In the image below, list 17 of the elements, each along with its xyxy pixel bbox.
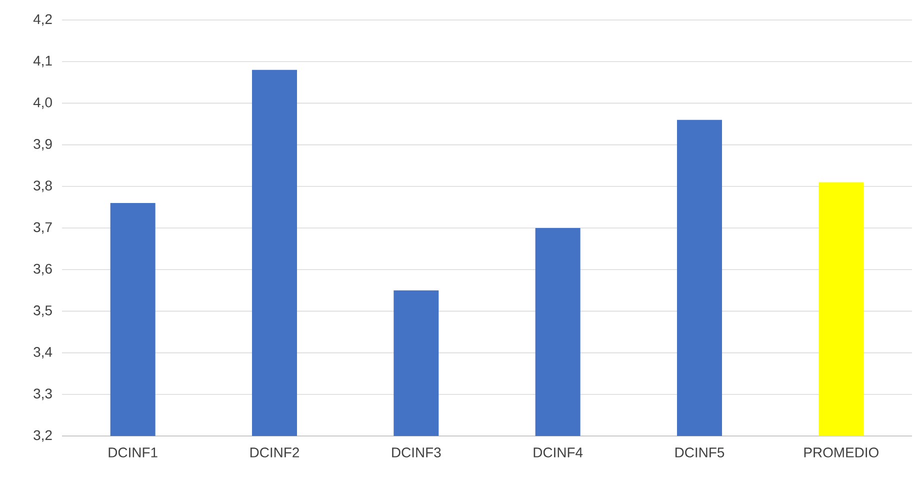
y-tick-label: 3,9 [34, 139, 52, 151]
x-tick-label: DCINF3 [392, 448, 441, 458]
x-tick-label: DCINF2 [250, 448, 299, 458]
y-tick-label: 3,6 [34, 264, 52, 276]
y-tick-label: 3,2 [34, 430, 52, 442]
x-tick-label: DCINF1 [108, 448, 158, 458]
y-tick-label: 3,5 [34, 305, 52, 317]
y-tick-label: 3,7 [34, 222, 52, 234]
y-tick-label: 4,1 [33, 56, 52, 68]
x-tick-label: PROMEDIO [804, 448, 878, 458]
y-tick-label: 3,3 [34, 388, 52, 400]
y-tick-label: 3,8 [34, 180, 52, 192]
x-tick-label: DCINF5 [675, 448, 724, 458]
x-tick-label: DCINF4 [534, 448, 583, 458]
y-tick-label: 4,0 [33, 97, 52, 109]
y-tick-label: 4,2 [33, 14, 52, 26]
y-tick-label: 3,4 [34, 347, 52, 359]
